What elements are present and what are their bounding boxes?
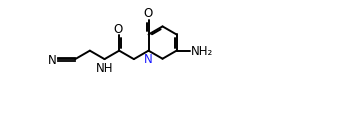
Text: O: O	[114, 22, 123, 35]
Text: O: O	[143, 7, 153, 20]
Text: NH₂: NH₂	[191, 45, 213, 58]
Text: NH: NH	[96, 62, 113, 74]
Text: N: N	[48, 53, 57, 66]
Text: N: N	[143, 52, 152, 65]
